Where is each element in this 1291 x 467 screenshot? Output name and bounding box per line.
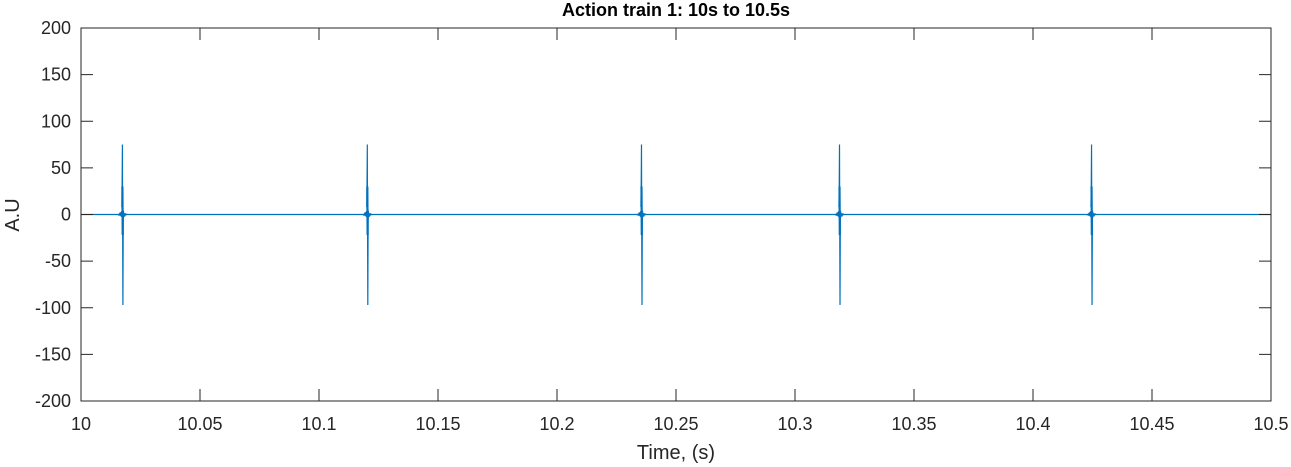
y-tick-label: -150 (35, 344, 71, 364)
spike-2 (362, 144, 373, 305)
y-tick-label: 0 (61, 205, 71, 225)
x-tick-label: 10.45 (1129, 414, 1174, 434)
y-tick-label: -50 (45, 251, 71, 271)
y-tick-label: -200 (35, 391, 71, 411)
y-tick-label: 50 (51, 158, 71, 178)
x-tick-label: 10.35 (891, 414, 936, 434)
series-layer (81, 144, 1271, 305)
x-tick-label: 10.15 (415, 414, 460, 434)
x-tick-label: 10.05 (177, 414, 222, 434)
y-tick-label: 100 (41, 111, 71, 131)
spike-1 (117, 144, 128, 305)
y-tick-label: 200 (41, 18, 71, 38)
spike-4 (834, 144, 845, 305)
x-tick-label: 10 (71, 414, 91, 434)
y-tick-label: 150 (41, 65, 71, 85)
spike-3 (636, 144, 647, 305)
y-tick-label: -100 (35, 298, 71, 318)
y-axis-label: A.U (2, 198, 24, 231)
x-axis-label: Time, (s) (637, 442, 715, 464)
x-tick-label: 10.5 (1253, 414, 1288, 434)
chart-text: Action train 1: 10s to 10.5s Time, (s) A… (2, 0, 790, 464)
chart-title: Action train 1: 10s to 10.5s (562, 0, 790, 20)
x-tick-label: 10.4 (1015, 414, 1050, 434)
x-tick-label: 10.25 (653, 414, 698, 434)
spike-5 (1086, 144, 1097, 305)
axes: 10 10.05 10.1 10.15 10.2 10.25 10.3 10.35 10.4 10… (35, 18, 1289, 434)
x-tick-label: 10.3 (777, 414, 812, 434)
x-tick-label: 10.2 (539, 414, 574, 434)
x-tick-label: 10.1 (301, 414, 336, 434)
